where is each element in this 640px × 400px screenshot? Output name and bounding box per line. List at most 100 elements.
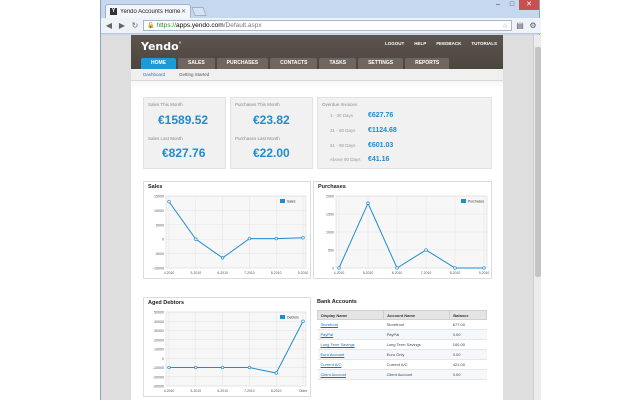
tab-reports[interactable]: REPORTS — [405, 58, 450, 69]
bank-display-link[interactable]: Euro Account — [317, 349, 384, 360]
bank-display-link[interactable]: PayPal — [317, 329, 384, 340]
overdue-amount: €41.16 — [368, 156, 390, 163]
lock-icon: 🔒 — [147, 23, 155, 29]
tab-tasks[interactable]: TASKS — [319, 58, 357, 69]
browser-tab[interactable]: Y Yendo Accounts Home ✕ — [105, 4, 191, 18]
overdue-amount: €627.76 — [368, 112, 394, 119]
col-balance[interactable]: Balance — [449, 310, 487, 320]
table-row: PayPal PayPal 0.00 — [317, 329, 487, 340]
overdue-row: 61 - 90 Days €601.03 — [330, 142, 480, 151]
help-link[interactable]: HELP — [414, 41, 427, 46]
table-row: Current A/C Current A/C 421.00 — [317, 359, 487, 370]
favicon-icon: Y — [110, 8, 117, 15]
y-tick-label: 1500 — [326, 213, 334, 217]
table-row: Long Term Savings Long Term Savings 100.… — [317, 339, 487, 350]
bank-account-name: Euro Only — [383, 349, 450, 360]
close-tab-icon[interactable]: ✕ — [180, 9, 186, 15]
bank-account-name: Client Account — [383, 369, 450, 380]
back-icon[interactable]: ◀ — [105, 20, 113, 30]
y-tick-label: 500 — [328, 249, 334, 253]
data-point — [482, 266, 486, 270]
feedback-link[interactable]: FEEDBACK — [436, 41, 462, 46]
plot-area — [165, 195, 307, 269]
table-row: Storefront Storefront 677.00 — [317, 319, 487, 330]
bank-balance: 0.00 — [449, 329, 487, 340]
tutorials-link[interactable]: TUTORIALS — [471, 41, 497, 46]
tab-contacts[interactable]: CONTACTS — [270, 58, 318, 69]
bank-display-link[interactable]: Current A/C — [317, 359, 384, 370]
data-point — [274, 236, 278, 241]
overdue-row: Above 90 Days €41.16 — [330, 156, 480, 165]
x-tick-label: 7-2010 — [244, 271, 255, 275]
col-account-name[interactable]: Account Name — [383, 310, 451, 320]
browser-toolbar: ◀ ▶ ↻ 🔒 https:// apps.yendo.com /Default… — [101, 18, 541, 34]
x-tick-label: 5-2010 — [191, 389, 202, 393]
tab-title: Yendo Accounts Home — [120, 8, 181, 15]
y-tick-label: 30000 — [154, 329, 164, 333]
bank-accounts-panel: Bank Accounts Display Name Account Name … — [313, 297, 492, 397]
overdue-range: 61 - 90 Days — [330, 143, 356, 148]
y-tick-label: 50000 — [154, 311, 164, 315]
purchases-chart: 2000 1500 1000 500 04-2010 5-2010 6-2010 7-2010… — [326, 195, 489, 276]
aged-debtors-chart: 50000 40000 30000 20000 10000 0 -10000 -20000 -3… — [153, 311, 308, 394]
star-icon[interactable]: ☆ — [502, 22, 508, 30]
x-tick-label: 6-2010 — [217, 389, 228, 393]
forward-icon[interactable]: ▶ — [118, 20, 126, 30]
sales-this-month-value: €1589.52 — [158, 113, 209, 127]
bank-display-link[interactable]: Client Account — [317, 369, 384, 380]
tab-strip: Y Yendo Accounts Home ✕ – □ ✕ — [101, 0, 541, 18]
close-window-icon[interactable]: ✕ — [519, 0, 539, 10]
bank-display-link[interactable]: Long Term Savings — [317, 339, 384, 350]
wrench-icon[interactable]: ⚙ — [529, 20, 537, 30]
y-tick-label: 5000 — [156, 223, 164, 227]
page-menu-icon[interactable]: ▤ — [516, 20, 524, 30]
browser-window: Y Yendo Accounts Home ✕ – □ ✕ ◀ ▶ ↻ 🔒 ht… — [100, 0, 541, 400]
legend-swatch — [280, 315, 285, 319]
data-point — [301, 319, 305, 323]
overdue-row: 1 - 30 Days €627.76 — [330, 112, 480, 121]
bank-account-name: PayPal — [383, 329, 450, 340]
table-row: Euro Account Euro Only 0.00 — [317, 349, 487, 360]
subnav-dashboard[interactable]: Dashboard — [143, 72, 166, 77]
y-tick-label: 15000 — [154, 195, 164, 199]
subnav-getting-started[interactable]: Getting Started — [179, 72, 210, 77]
y-tick-label: 2000 — [326, 195, 334, 199]
data-point — [167, 200, 171, 204]
new-tab-button[interactable] — [191, 7, 207, 16]
bank-account-name: Current A/C — [383, 359, 450, 370]
series-line — [168, 201, 304, 259]
y-tick-label: -5000 — [155, 252, 164, 256]
bank-display-link[interactable]: Storefront — [317, 319, 384, 330]
app-page: Yendo° LOGOUT HELP FEEDBACK TUTORIALS HO… — [131, 35, 503, 400]
tab-purchases[interactable]: PURCHASES — [216, 58, 269, 69]
data-point — [220, 365, 225, 370]
purchases-chart-title: Purchases — [318, 184, 346, 190]
minimize-icon[interactable]: – — [496, 1, 500, 8]
overdue-amount: €1124.68 — [368, 127, 397, 134]
sub-nav: Dashboard Getting Started — [131, 69, 503, 81]
series-line — [338, 201, 484, 269]
scrollbar-thumb[interactable] — [535, 47, 541, 277]
overdue-range: 1 - 30 Days — [330, 113, 354, 118]
sales-chart-panel: Sales 15000 10000 5000 0 -5000 -10000 4-2010 5-… — [143, 181, 311, 279]
tab-sales[interactable]: SALES — [178, 58, 215, 69]
sales-last-month-value: €827.76 — [162, 146, 206, 160]
legend-swatch — [280, 199, 285, 203]
reload-icon[interactable]: ↻ — [131, 20, 139, 30]
aged-debtors-chart-title: Aged Debtors — [148, 300, 185, 306]
maximize-icon[interactable]: □ — [509, 1, 515, 8]
yendo-logo[interactable]: Yendo° — [141, 40, 182, 53]
overdue-range: 31 - 60 Days — [330, 128, 356, 133]
logout-link[interactable]: LOGOUT — [385, 41, 405, 46]
tab-home[interactable]: HOME — [141, 58, 176, 69]
x-tick-label: 4-2010 — [334, 271, 345, 275]
data-point — [194, 237, 198, 241]
x-tick-label: 8-2010 — [271, 271, 282, 275]
col-display-name[interactable]: Display Name — [316, 310, 385, 320]
tab-settings[interactable]: SETTINGS — [358, 58, 404, 69]
x-tick-label: 6-2010 — [217, 271, 228, 275]
address-bar[interactable]: 🔒 https:// apps.yendo.com /Default.aspx … — [143, 20, 512, 31]
x-tick-label: 8-2010 — [450, 271, 461, 275]
bank-balance: 100.00 — [449, 339, 487, 350]
vertical-scrollbar[interactable] — [533, 35, 541, 400]
